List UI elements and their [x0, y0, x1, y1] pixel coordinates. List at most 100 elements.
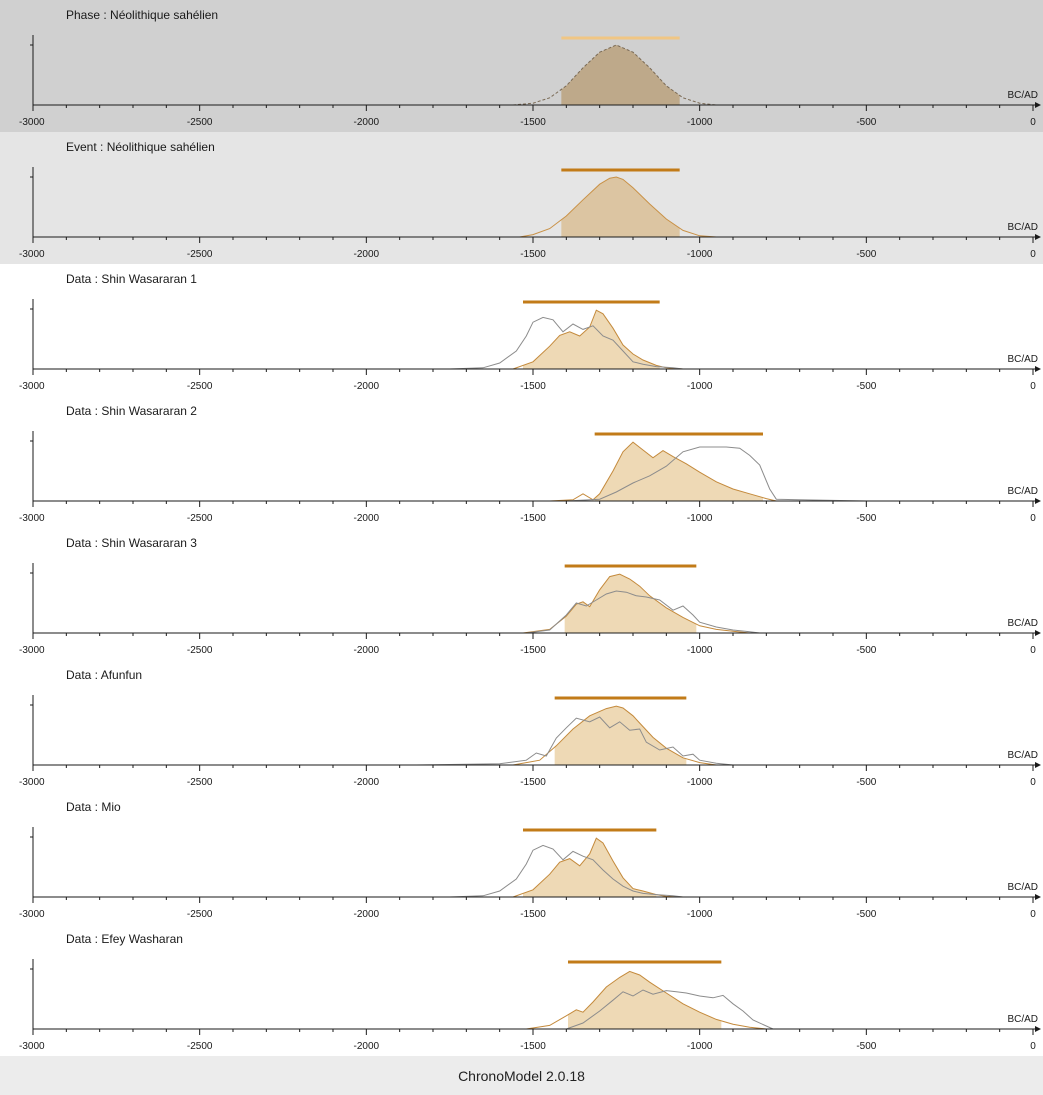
x-tick-label: -500: [856, 117, 876, 128]
x-tick-label: -2500: [187, 117, 213, 128]
x-axis-unit-label: BC/AD: [1007, 222, 1038, 233]
density-area: [561, 177, 680, 237]
x-axis-arrow-icon: [1035, 102, 1041, 108]
x-tick-label: -2500: [187, 249, 213, 260]
x-tick-label: -1000: [687, 117, 713, 128]
density-line: [522, 573, 750, 634]
x-tick-label: -2000: [354, 909, 380, 920]
density-area: [523, 838, 657, 897]
x-tick-label: -1500: [520, 117, 546, 128]
x-tick-label: -500: [856, 381, 876, 392]
x-tick-label: -2000: [354, 117, 380, 128]
x-tick-label: -1500: [520, 1041, 546, 1052]
density-area: [554, 706, 687, 765]
chart-plot: -3000 -2500 -2000 -1500 -1000 -500 0 BC/AD: [19, 959, 1041, 1052]
x-axis-unit-label: BC/AD: [1007, 882, 1038, 893]
chart-plot: -3000 -2500 -2000 -1500 -1000 -500 0 BC/AD: [19, 299, 1041, 392]
density-area: [568, 971, 722, 1029]
x-tick-label: -1000: [687, 1041, 713, 1052]
x-tick-label: -1000: [687, 645, 713, 656]
chart-plot: -3000 -2500 -2000 -1500 -1000 -500 0 BC/AD: [19, 35, 1041, 128]
x-tick-label: 0: [1030, 249, 1036, 260]
chart-title: Data : Shin Wasararan 2: [66, 404, 197, 418]
density-line: [526, 970, 767, 1030]
x-tick-label: -2500: [187, 513, 213, 524]
x-tick-label: -2000: [354, 777, 380, 788]
chart-plot: -3000 -2500 -2000 -1500 -1000 -500 0 BC/AD: [19, 167, 1041, 260]
x-axis-unit-label: BC/AD: [1007, 486, 1038, 497]
x-tick-label: -2500: [187, 645, 213, 656]
calibration-curve: [526, 590, 760, 634]
x-axis-arrow-icon: [1035, 234, 1041, 240]
x-tick-label: -1000: [687, 777, 713, 788]
calibration-curve: [449, 844, 684, 898]
app-footer: ChronoModel 2.0.18: [0, 1056, 1043, 1095]
x-tick-label: 0: [1030, 1041, 1036, 1052]
x-tick-label: -500: [856, 777, 876, 788]
x-axis-arrow-icon: [1035, 630, 1041, 636]
x-axis-unit-label: BC/AD: [1007, 618, 1038, 629]
density-line: [512, 837, 684, 898]
x-axis-arrow-icon: [1035, 498, 1041, 504]
density-area: [564, 574, 697, 633]
x-tick-label: -2500: [187, 1041, 213, 1052]
x-tick-label: -500: [856, 645, 876, 656]
x-tick-label: -2500: [187, 777, 213, 788]
x-axis-arrow-icon: [1035, 762, 1041, 768]
x-tick-label: -1500: [520, 381, 546, 392]
density-area: [561, 45, 680, 105]
density-envelope-line: [512, 44, 717, 106]
x-tick-label: -3000: [19, 117, 45, 128]
chart-plot: -3000 -2500 -2000 -1500 -1000 -500 0 BC/AD: [19, 431, 1041, 524]
x-axis-arrow-icon: [1035, 1026, 1041, 1032]
x-tick-label: -2500: [187, 909, 213, 920]
x-axis-unit-label: BC/AD: [1007, 90, 1038, 101]
chart-title: Data : Shin Wasararan 3: [66, 536, 197, 550]
x-tick-label: -1500: [520, 645, 546, 656]
x-tick-label: -500: [856, 249, 876, 260]
app-version-label: ChronoModel 2.0.18: [458, 1067, 585, 1084]
x-axis-unit-label: BC/AD: [1007, 1014, 1038, 1025]
x-tick-label: -2000: [354, 513, 380, 524]
x-tick-label: -1000: [687, 909, 713, 920]
x-axis-unit-label: BC/AD: [1007, 354, 1038, 365]
data-chart-panel: Data : Shin Wasararan 3 -3000 -2500 -2000 -1…: [0, 528, 1043, 660]
x-tick-label: 0: [1030, 381, 1036, 392]
x-tick-label: -3000: [19, 249, 45, 260]
chart-title: Phase : Néolithique sahélien: [66, 8, 219, 22]
chart-title: Event : Néolithique sahélien: [66, 140, 215, 154]
x-tick-label: -2000: [354, 249, 380, 260]
data-chart-panel: Data : Mio -3000 -2500 -2000 -1500 -1000 -500 0…: [0, 792, 1043, 924]
data-chart-panel: Data : Shin Wasararan 2 -3000 -2500 -2000 -1…: [0, 396, 1043, 528]
chart-title: Data : Efey Washaran: [66, 932, 183, 946]
chart-title: Data : Shin Wasararan 1: [66, 272, 197, 286]
event-chart-panel: Event : Néolithique sahélien -3000 -2500 -2…: [0, 132, 1043, 264]
chart-plot: -3000 -2500 -2000 -1500 -1000 -500 0 BC/AD: [19, 827, 1041, 920]
x-tick-label: -1000: [687, 513, 713, 524]
x-tick-label: -1500: [520, 777, 546, 788]
data-chart-panel: Data : Shin Wasararan 1 -3000 -2500 -2000 -1…: [0, 264, 1043, 396]
x-tick-label: -1500: [520, 909, 546, 920]
x-tick-label: -3000: [19, 381, 45, 392]
chronomodel-density-charts: Phase : Néolithique sahélien -3000 -2500 -2…: [0, 0, 1043, 1056]
x-tick-label: 0: [1030, 909, 1036, 920]
x-tick-label: -500: [856, 1041, 876, 1052]
x-tick-label: -1000: [687, 381, 713, 392]
x-tick-label: -2500: [187, 381, 213, 392]
data-chart-panel: Data : Efey Washaran -3000 -2500 -2000 -1500…: [0, 924, 1043, 1056]
x-tick-label: -3000: [19, 513, 45, 524]
x-tick-label: 0: [1030, 777, 1036, 788]
calibration-curve: [416, 716, 734, 766]
x-tick-label: -500: [856, 513, 876, 524]
x-tick-label: 0: [1030, 513, 1036, 524]
x-tick-label: -2000: [354, 1041, 380, 1052]
x-tick-label: -2000: [354, 645, 380, 656]
density-line: [519, 176, 717, 238]
x-tick-label: 0: [1030, 117, 1036, 128]
chart-plot: -3000 -2500 -2000 -1500 -1000 -500 0 BC/AD: [19, 563, 1041, 656]
x-tick-label: -1000: [687, 249, 713, 260]
x-tick-label: -1500: [520, 513, 546, 524]
x-tick-label: 0: [1030, 645, 1036, 656]
x-tick-label: -3000: [19, 777, 45, 788]
calibration-curve: [566, 989, 774, 1030]
